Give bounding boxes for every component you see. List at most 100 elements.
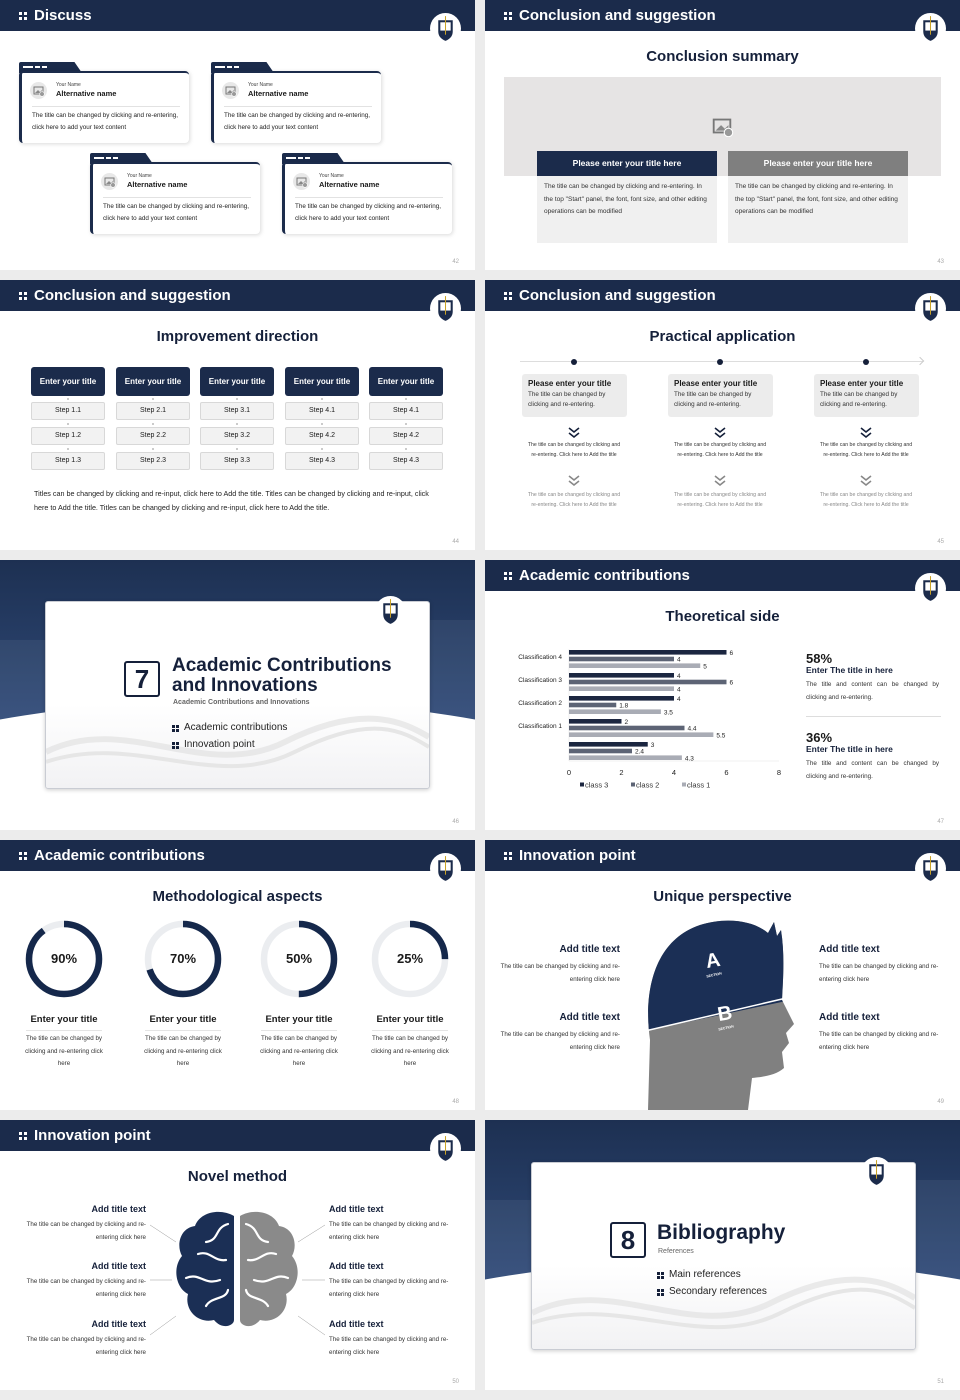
step-box[interactable]: Step 3.1 — [200, 402, 274, 420]
legend-swatch — [631, 782, 635, 787]
section-bullet[interactable]: Secondary references — [657, 1286, 767, 1297]
page-number: 51 — [937, 1379, 944, 1385]
divider — [32, 106, 180, 107]
wave-pattern — [46, 702, 429, 787]
timeline-dot — [571, 359, 577, 365]
page-number: 48 — [452, 1099, 459, 1105]
column-title[interactable]: Enter your title — [369, 367, 443, 396]
step-box[interactable]: Step 1.3 — [31, 452, 105, 470]
profile-card[interactable]: Your Name Alternative name The title can b… — [282, 153, 454, 235]
bar — [569, 702, 617, 708]
stat-text: The title and content can be changed by … — [806, 760, 939, 780]
slide-48[interactable]: Academic contributions 48 Methodological a… — [0, 840, 475, 1110]
divider — [806, 716, 941, 717]
step-title: Please enter your title — [820, 379, 904, 388]
progress-ring — [371, 920, 449, 998]
box-title[interactable]: Please enter your title here — [537, 151, 717, 176]
section-bullet[interactable]: Academic contributions — [172, 722, 287, 733]
column-title[interactable]: Enter your title — [31, 367, 105, 396]
data-label: 3.5 — [664, 709, 673, 716]
slide-42[interactable]: Discuss 42 Your Name Alternative name The ti… — [0, 0, 475, 270]
divider — [103, 197, 251, 198]
step-box[interactable]: Step 3.2 — [200, 427, 274, 445]
step-box[interactable]: Step 4.1 — [285, 402, 359, 420]
folder-tab — [19, 62, 82, 73]
university-crest-logo — [430, 853, 461, 884]
slide-title: Practical application — [649, 328, 796, 345]
left-point-title: Add title text — [559, 944, 620, 955]
step-detail: The title can be changed by clicking and… — [527, 442, 621, 458]
step-box[interactable]: Step 4.2 — [285, 427, 359, 445]
data-label: 4 — [677, 686, 681, 693]
folder-tab — [90, 153, 153, 164]
column-title[interactable]: Enter your title — [200, 367, 274, 396]
right-point-text: The title can be changed by clicking and… — [329, 1221, 449, 1241]
head-silhouette — [644, 920, 796, 1110]
step-box[interactable]: Step 4.2 — [369, 427, 443, 445]
step-card[interactable]: Please enter your title The title can be … — [522, 374, 627, 417]
slide-45[interactable]: Conclusion and suggestion 45 Practical app… — [485, 280, 960, 550]
step-box[interactable]: Step 2.3 — [116, 452, 190, 470]
double-chevron-down-icon — [860, 426, 872, 444]
box-title[interactable]: Please enter your title here — [728, 151, 908, 176]
item-text: The title can be changed by clicking and… — [260, 1035, 338, 1067]
university-crest-logo — [861, 1157, 892, 1188]
item-text: The title can be changed by clicking and… — [144, 1035, 222, 1067]
item-text: The title can be changed by clicking and… — [371, 1035, 449, 1067]
data-label: 3 — [651, 742, 655, 749]
slide-header-title: Academic contributions — [0, 840, 475, 871]
step-box[interactable]: Step 1.2 — [31, 427, 105, 445]
step-box[interactable]: Step 2.2 — [116, 427, 190, 445]
bar — [569, 719, 622, 724]
progress-percent: 70% — [169, 951, 197, 966]
step-box[interactable]: Step 4.3 — [285, 452, 359, 470]
connector-dot — [67, 448, 69, 450]
column-title[interactable]: Enter your title — [116, 367, 190, 396]
section-title: and Innovations — [172, 675, 318, 696]
slide-51[interactable]: 51 8 Bibliography References Main references… — [485, 1120, 960, 1390]
step-box[interactable]: Step 1.1 — [31, 402, 105, 420]
section-bullet[interactable]: Main references — [657, 1269, 741, 1280]
card-text: The title can be changed by clicking and… — [32, 112, 178, 131]
step-box[interactable]: Step 4.3 — [369, 452, 443, 470]
page-number: 43 — [937, 259, 944, 265]
avatar-image-icon — [293, 173, 310, 190]
step-box[interactable]: Step 3.3 — [200, 452, 274, 470]
column-title[interactable]: Enter your title — [285, 367, 359, 396]
profile-card[interactable]: Your Name Alternative name The title can b… — [90, 153, 262, 235]
slide-47[interactable]: Academic contributions 47 Theoretical side… — [485, 560, 960, 830]
left-point-text: The title can be changed by clicking and… — [500, 963, 620, 983]
progress-percent: 90% — [50, 951, 78, 966]
section-subtitle: References — [658, 1248, 694, 1255]
profile-card[interactable]: Your Name Alternative name The title can b… — [211, 62, 383, 144]
step-text: The title can be changed by clicking and… — [674, 391, 752, 408]
left-point-text: The title can be changed by clicking and… — [26, 1221, 146, 1241]
right-point-text: The title can be changed by clicking and… — [819, 1031, 939, 1051]
step-box[interactable]: Step 2.1 — [116, 402, 190, 420]
slide-header-title: Innovation point — [0, 1120, 475, 1151]
data-label: 4 — [677, 696, 681, 703]
card-body: Your Name Alternative name The title can b… — [19, 71, 189, 143]
step-detail: The title can be changed by clicking and… — [819, 492, 913, 508]
connector-line — [149, 1224, 177, 1243]
card-name: Alternative name — [248, 89, 309, 98]
step-card[interactable]: Please enter your title The title can be … — [814, 374, 919, 417]
step-box[interactable]: Step 4.1 — [369, 402, 443, 420]
avatar-image-icon — [30, 82, 47, 99]
slide-43[interactable]: Conclusion and suggestion 43 Conclusion su… — [485, 0, 960, 270]
category-label: Classification 2 — [518, 700, 562, 707]
divider — [224, 106, 372, 107]
connector-dot — [321, 423, 323, 425]
slide-44[interactable]: Conclusion and suggestion 44 Improvement d… — [0, 280, 475, 550]
stat-title: Enter The title in here — [806, 665, 893, 675]
slide-title: Theoretical side — [665, 608, 780, 625]
slide-49[interactable]: Innovation point 49 Unique perspective A SEC… — [485, 840, 960, 1110]
slide-46[interactable]: 46 7 Academic Contributions and Innovations… — [0, 560, 475, 830]
profile-card[interactable]: Your Name Alternative name The title can b… — [19, 62, 191, 144]
slide-50[interactable]: Innovation point 50 Novel method Add title … — [0, 1120, 475, 1390]
card-label: Your Name — [248, 82, 273, 88]
step-detail: The title can be changed by clicking and… — [673, 492, 767, 508]
bar — [569, 732, 714, 737]
section-bullet[interactable]: Innovation point — [172, 739, 255, 750]
step-card[interactable]: Please enter your title The title can be … — [668, 374, 773, 417]
